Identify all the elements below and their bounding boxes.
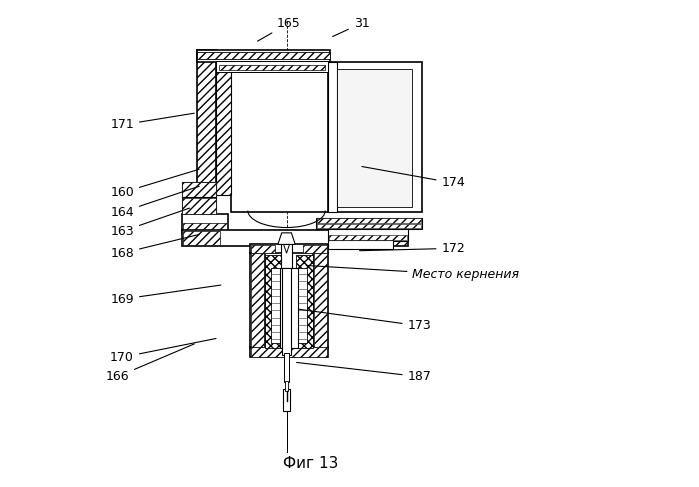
Bar	[317, 224, 421, 228]
Bar	[250, 347, 328, 357]
Bar	[338, 69, 412, 207]
Bar	[282, 268, 291, 355]
Bar	[265, 255, 283, 348]
Bar	[280, 268, 298, 348]
Text: 187: 187	[296, 362, 431, 383]
Bar	[313, 253, 328, 348]
Polygon shape	[284, 244, 289, 253]
Bar	[281, 244, 292, 268]
Text: 31: 31	[333, 17, 370, 37]
Bar	[250, 253, 265, 348]
Text: 160: 160	[110, 169, 199, 199]
Bar	[197, 52, 330, 59]
Bar	[216, 61, 328, 72]
Text: Фиг 13: Фиг 13	[283, 456, 338, 471]
Bar	[231, 62, 330, 212]
Bar	[250, 244, 328, 253]
Bar	[296, 255, 313, 348]
Bar	[182, 182, 216, 198]
Bar	[216, 62, 231, 195]
Text: 171: 171	[110, 113, 194, 131]
Bar	[328, 240, 393, 249]
Bar	[316, 218, 422, 229]
Bar	[182, 182, 216, 198]
Bar	[328, 62, 422, 212]
Bar	[182, 230, 408, 246]
Bar	[284, 354, 289, 381]
Bar	[329, 235, 407, 240]
Text: Место кернения: Место кернения	[306, 265, 519, 281]
Bar	[197, 50, 216, 212]
Bar	[197, 50, 330, 62]
Text: 166: 166	[106, 344, 194, 383]
Bar	[182, 214, 229, 234]
Bar	[271, 268, 307, 343]
Bar	[219, 65, 325, 70]
Bar	[317, 218, 421, 223]
Bar	[284, 380, 289, 391]
Text: 173: 173	[299, 309, 431, 332]
Text: 172: 172	[359, 242, 466, 255]
Bar	[328, 229, 408, 241]
Text: 169: 169	[110, 285, 221, 306]
Bar	[183, 223, 227, 233]
Text: 164: 164	[110, 186, 199, 219]
Bar	[371, 231, 407, 245]
Bar	[328, 62, 338, 212]
Bar	[251, 245, 275, 253]
Text: 170: 170	[110, 338, 216, 364]
Bar	[182, 198, 216, 214]
Text: 168: 168	[110, 234, 199, 260]
Text: 174: 174	[362, 167, 466, 189]
Bar	[183, 231, 219, 245]
Bar	[251, 253, 264, 347]
Text: 163: 163	[110, 208, 189, 238]
Bar	[303, 245, 326, 253]
Polygon shape	[278, 233, 295, 244]
Bar	[251, 347, 327, 357]
Bar	[182, 197, 216, 215]
Bar	[282, 389, 290, 411]
Text: 165: 165	[257, 17, 301, 41]
Bar	[314, 253, 327, 347]
